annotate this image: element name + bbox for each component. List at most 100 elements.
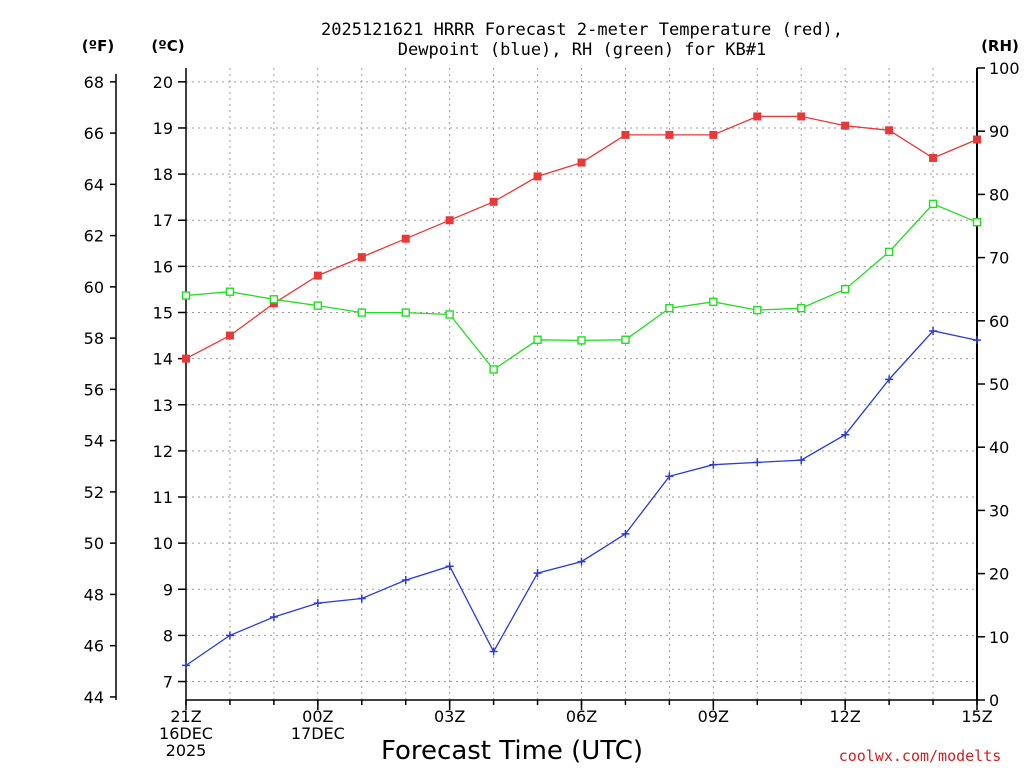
fahrenheit-tick-label: 62 [84, 227, 104, 246]
fahrenheit-tick-label: 64 [84, 175, 104, 194]
fahrenheit-tick-label: 52 [84, 483, 104, 502]
celsius-tick-label: 13 [153, 396, 173, 415]
data-point-marker [489, 365, 498, 374]
data-point-marker [225, 287, 235, 296]
data-point-marker [841, 121, 850, 130]
x-tick-label: 16DEC [159, 724, 213, 743]
celsius-tick-label: 17 [153, 211, 173, 230]
data-point-marker [973, 135, 981, 144]
fahrenheit-tick-label: 44 [84, 688, 104, 707]
celsius-tick-label: 8 [163, 626, 173, 645]
data-point-marker [401, 234, 410, 243]
celsius-tick-label: 16 [153, 257, 173, 276]
celsius-tick-label: 9 [163, 580, 173, 599]
data-point-marker [621, 130, 630, 139]
x-tick-label: 00Z [302, 707, 333, 726]
x-axis-label: Forecast Time (UTC) [381, 736, 643, 766]
series-2-meter-temperature [182, 112, 981, 363]
celsius-tick-label: 12 [153, 442, 173, 461]
data-point-marker [182, 354, 190, 363]
data-point-marker [225, 631, 234, 640]
data-point-marker [884, 247, 894, 257]
fahrenheit-tick-label: 66 [84, 124, 104, 143]
data-point-marker [753, 305, 762, 315]
data-point-marker [182, 661, 190, 670]
data-point-marker [401, 308, 410, 317]
data-point-marker [357, 253, 366, 262]
series-dewpoint [182, 326, 981, 670]
data-point-marker [840, 285, 850, 294]
data-point-marker [401, 576, 410, 585]
series-rh [181, 199, 982, 374]
data-point-marker [533, 335, 542, 344]
data-point-marker [269, 612, 278, 621]
rh-tick-label: 50 [989, 375, 1009, 394]
x-tick-label: 12Z [830, 707, 861, 726]
celsius-tick-label: 14 [153, 350, 173, 369]
x-tick-label: 09Z [698, 707, 729, 726]
rh-tick-label: 40 [989, 438, 1009, 457]
data-point-marker [665, 472, 674, 481]
chart-title-line-1: 2025121621 HRRR Forecast 2-meter Tempera… [321, 20, 843, 40]
data-point-marker [313, 301, 323, 310]
rh-unit-label: (RH) [981, 37, 1019, 55]
x-tick-label: 17DEC [291, 724, 345, 743]
data-point-marker [972, 218, 982, 227]
fahrenheit-tick-label: 50 [84, 534, 104, 553]
data-point-marker [885, 126, 894, 135]
celsius-tick-label: 7 [163, 673, 173, 692]
fahrenheit-unit-label: (ºF) [82, 37, 114, 55]
rh-tick-label: 100 [989, 59, 1020, 78]
rh-tick-label: 90 [989, 122, 1009, 141]
data-point-marker [357, 594, 366, 603]
data-point-marker [709, 297, 718, 307]
data-point-marker [445, 216, 454, 225]
data-point-marker [797, 112, 806, 121]
x-tick-label: 03Z [434, 707, 465, 726]
axes: 7 8 9 10 11 12 13 14 15 16 17 18 19 20 44 46 48 50 52 54 56 5… [84, 59, 1020, 760]
data-point-marker [225, 331, 234, 340]
data-point-marker [797, 456, 806, 465]
data-point-marker [621, 335, 630, 344]
data-point-marker [445, 310, 454, 319]
data-point-marker [181, 291, 191, 300]
x-tick-label: 2025 [166, 741, 207, 760]
fahrenheit-tick-label: 54 [84, 432, 104, 451]
x-tick-label: 21Z [170, 707, 201, 726]
data-point-marker [533, 569, 542, 578]
data-point-marker [709, 460, 718, 469]
data-point-marker [313, 271, 322, 280]
rh-tick-label: 70 [989, 249, 1009, 268]
data-point-marker [621, 529, 630, 538]
data-point-marker [489, 647, 498, 656]
rh-tick-label: 10 [989, 628, 1009, 647]
celsius-tick-label: 18 [153, 165, 173, 184]
data-point-marker [665, 130, 674, 139]
data-point-marker [533, 172, 542, 181]
data-point-marker [885, 375, 894, 384]
celsius-tick-label: 19 [153, 119, 173, 138]
rh-tick-label: 30 [989, 501, 1009, 520]
data-point-marker [928, 199, 938, 209]
data-point-marker [973, 336, 981, 345]
data-point-marker [665, 303, 674, 313]
data-point-marker [709, 130, 718, 139]
celsius-tick-label: 10 [153, 534, 173, 553]
data-point-marker [577, 158, 586, 167]
data-point-marker [841, 430, 850, 439]
data-point-marker [313, 599, 322, 608]
data-point-marker [445, 562, 454, 571]
data-point-marker [929, 326, 938, 335]
data-series [181, 112, 982, 670]
fahrenheit-tick-label: 56 [84, 380, 104, 399]
celsius-tick-label: 20 [153, 73, 173, 92]
celsius-tick-label: 11 [153, 488, 173, 507]
fahrenheit-tick-label: 60 [84, 278, 104, 297]
data-point-marker [753, 458, 762, 467]
x-tick-label: 15Z [961, 707, 992, 726]
data-point-marker [357, 308, 366, 317]
rh-tick-label: 20 [989, 565, 1009, 584]
data-point-marker [753, 112, 762, 121]
credit-text: coolwx.com/modelts [839, 747, 1002, 765]
